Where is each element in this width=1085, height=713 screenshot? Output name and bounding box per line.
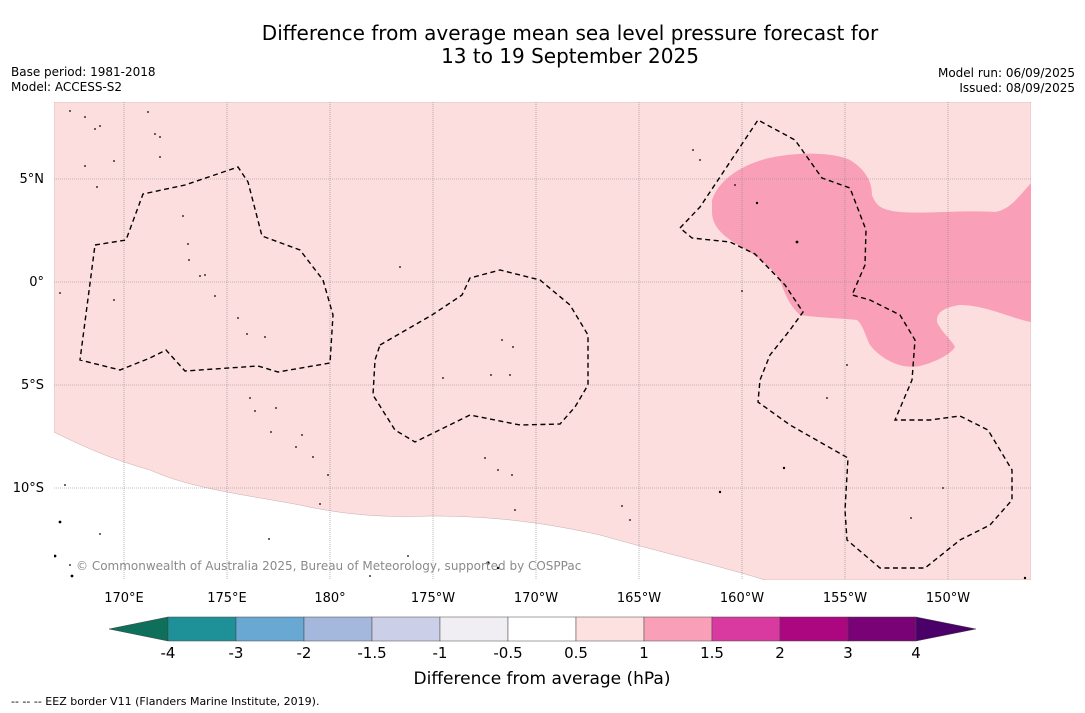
colorbar-title: Difference from average (hPa) — [414, 669, 671, 689]
colorbar-segment — [371, 616, 441, 642]
colorbar-tick-label: 0.5 — [564, 644, 588, 662]
map-plot-area: © Commonwealth of Australia 2025, Bureau… — [54, 102, 1031, 580]
colorbar-arrow-right — [915, 616, 977, 642]
lon-label-170e: 170°E — [104, 591, 144, 606]
colorbar-segment — [575, 616, 645, 642]
colorbar-segment — [439, 616, 509, 642]
meta-left: Base period: 1981-2018 Model: ACCESS-S2 — [11, 65, 156, 95]
colorbar-tick-label: -2 — [297, 644, 312, 662]
meta-right: Model run: 06/09/2025 Issued: 08/09/2025 — [938, 66, 1075, 96]
colorbar-tick-label: 4 — [911, 644, 921, 662]
issued-date: Issued: 08/09/2025 — [959, 81, 1075, 95]
base-period: Base period: 1981-2018 — [11, 65, 156, 79]
model-run: Model run: 06/09/2025 — [937, 66, 1075, 80]
colorbar-segment — [303, 616, 373, 642]
colorbar-tick-label: -1 — [433, 644, 448, 662]
colorbar-tick-label: -4 — [161, 644, 176, 662]
colorbar-segment — [643, 616, 713, 642]
colorbar-tick-label: 1.5 — [700, 644, 724, 662]
colorbar-segment — [847, 616, 917, 642]
colorbar: -4 -3 -2 -1.5 -1 -0.5 0.5 1 1.5 2 3 4 Di… — [108, 616, 977, 689]
colorbar-segment — [507, 616, 577, 642]
colorbar-tick-labels: -4 -3 -2 -1.5 -1 -0.5 0.5 1 1.5 2 3 4 — [161, 644, 921, 662]
lon-label-150w: 150°W — [926, 591, 970, 606]
colorbar-tick-label: -0.5 — [493, 644, 522, 662]
colorbar-tick-label: -1.5 — [357, 644, 386, 662]
lon-label-175w: 175°W — [411, 591, 455, 606]
title-line-1: Difference from average mean sea level p… — [261, 21, 879, 45]
lon-label-165w: 165°W — [617, 591, 661, 606]
colorbar-tick-label: 1 — [639, 644, 649, 662]
colorbar-segment — [235, 616, 305, 642]
model-name: Model: ACCESS-S2 — [11, 80, 123, 94]
eez-kiribati-gilberts — [79, 166, 334, 373]
longitude-labels: 170°E 175°E 180° 175°W 170°W 165°W 160°W… — [104, 591, 970, 606]
lon-label-155w: 155°W — [823, 591, 867, 606]
eez-footnote: -- -- -- EEZ border V11 (Flanders Marine… — [11, 695, 320, 708]
lon-label-160w: 160°W — [720, 591, 764, 606]
lon-label-175e: 175°E — [207, 591, 247, 606]
title-line-2: 13 to 19 September 2025 — [441, 44, 699, 68]
anomaly-region-dark — [712, 153, 1031, 367]
lat-label-5s: 5°S — [21, 378, 44, 393]
colorbar-tick-label: 3 — [843, 644, 853, 662]
eez-kiribati-phoenix — [372, 269, 589, 443]
colorbar-segment — [711, 616, 781, 642]
lon-label-180: 180° — [314, 591, 345, 606]
lat-label-0: 0° — [29, 275, 44, 290]
copyright-text: © Commonwealth of Australia 2025, Bureau… — [76, 559, 581, 573]
lat-label-10s: 10°S — [13, 481, 44, 496]
colorbar-arrow-left — [108, 616, 169, 642]
colorbar-segment — [779, 616, 849, 642]
lon-label-170w: 170°W — [514, 591, 558, 606]
colorbar-swatches — [108, 616, 977, 642]
grid-lines — [54, 102, 1031, 580]
eez-borders — [79, 119, 1013, 569]
latitude-labels: 5°N 0° 5°S 10°S — [13, 172, 44, 496]
islands — [54, 110, 1027, 580]
colorbar-segment — [167, 616, 237, 642]
lat-label-5n: 5°N — [20, 172, 45, 187]
map-title: Difference from average mean sea level p… — [0, 22, 1085, 68]
colorbar-tick-label: -3 — [229, 644, 244, 662]
colorbar-tick-label: 2 — [775, 644, 785, 662]
